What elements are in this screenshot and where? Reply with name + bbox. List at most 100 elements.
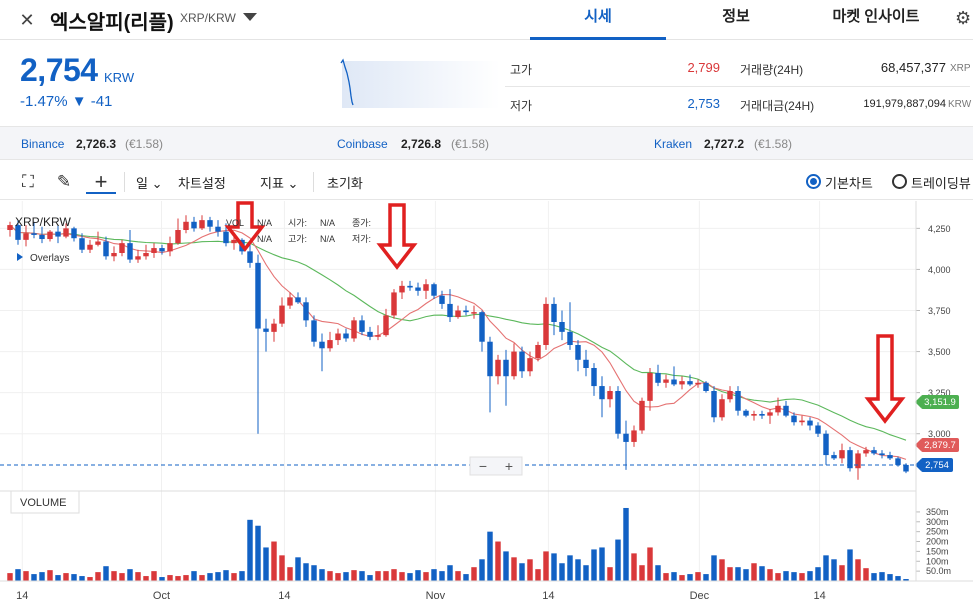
tradingview-radio[interactable]	[892, 174, 907, 189]
volume-bar	[23, 571, 29, 581]
volume-bar	[671, 572, 677, 581]
volume-bar	[111, 571, 117, 581]
volume-bar	[327, 571, 333, 581]
crosshair-icon[interactable]: +	[86, 170, 116, 194]
candle-body	[631, 430, 637, 442]
chart-settings-button[interactable]: 차트설정	[178, 176, 226, 191]
volume-bar	[215, 572, 221, 581]
high-value: 2,799	[687, 60, 720, 75]
candle-body	[711, 391, 717, 418]
volume-bar	[711, 555, 717, 581]
chart-toolbar: ⛶ ✎ + 일 ⌄ 차트설정 지표 ⌄ 초기화 기본차트 트레이딩뷰	[0, 164, 973, 200]
low-value: 2,753	[687, 96, 720, 111]
volume-label: 거래량(24H)	[740, 63, 804, 77]
candle-body	[527, 358, 533, 372]
candle-body	[791, 415, 797, 423]
volume-bar	[103, 566, 109, 581]
moving-averages	[9, 224, 907, 460]
volume-bar	[783, 571, 789, 581]
pencil-icon[interactable]: ✎	[56, 172, 72, 191]
candle-body	[55, 231, 61, 237]
volume-bar	[191, 571, 197, 581]
indicators-button[interactable]: 지표 ⌄	[260, 176, 299, 191]
high-label: 고가	[510, 63, 533, 77]
candle-body	[279, 305, 285, 324]
tab-market-insight[interactable]: 마켓 인사이트	[832, 8, 920, 25]
volume-bar	[567, 555, 573, 581]
volume-bar	[535, 569, 541, 581]
volume-bar	[39, 572, 45, 581]
exchange-name[interactable]: Coinbase	[337, 137, 388, 151]
change-amount: ▼ -41	[71, 93, 113, 110]
legend-low-label: 저가:	[352, 234, 371, 244]
volume-bar	[599, 547, 605, 581]
interval-label: 일	[136, 176, 148, 191]
fullscreen-icon[interactable]: ⛶	[22, 172, 34, 191]
volume-bar	[815, 567, 821, 581]
y-tick-label: 4,000	[928, 265, 951, 275]
zoom-in-button[interactable]: +	[505, 458, 513, 474]
x-tick-label: 14	[16, 590, 28, 602]
candle-body	[639, 400, 645, 431]
candle-body	[783, 405, 789, 416]
volume-bar	[415, 570, 421, 581]
overlays-toggle[interactable]: Overlays	[30, 253, 69, 264]
candle-body	[231, 239, 237, 244]
reset-button[interactable]: 초기화	[327, 176, 363, 191]
basic-chart-label[interactable]: 기본차트	[825, 176, 873, 191]
volume-bar	[391, 569, 397, 581]
volume-bar	[799, 573, 805, 581]
candle-body	[175, 230, 181, 244]
intraday-sparkline	[340, 58, 500, 108]
chevron-down-icon[interactable]	[243, 13, 257, 21]
exchange-name[interactable]: Kraken	[654, 137, 693, 151]
candle-body	[367, 331, 373, 337]
volume-bar	[383, 571, 389, 581]
volume-bar	[319, 569, 325, 581]
legend-open-value: N/A	[320, 218, 335, 228]
volume-bar	[591, 549, 597, 581]
tab-price[interactable]: 시세	[530, 0, 666, 40]
volume-bar	[463, 574, 469, 581]
interval-select[interactable]: 일 ⌄	[136, 176, 163, 191]
volume-bar	[503, 551, 509, 581]
volume-bar	[95, 572, 101, 581]
candle-body	[551, 303, 557, 322]
candle-body	[423, 284, 429, 291]
y-tick-label: 3,500	[928, 347, 951, 357]
volume-bar	[735, 567, 741, 581]
price-chart[interactable]: 4,250 4,000 3,750 3,500 3,250 3,000 350m300m25…	[0, 201, 973, 611]
volume-bar	[759, 566, 765, 581]
candle-body	[223, 231, 229, 244]
volume-bar	[311, 565, 317, 581]
candle-body	[303, 302, 309, 321]
volume-unit: XRP	[950, 63, 971, 74]
candle-body	[823, 433, 829, 456]
candle-body	[455, 310, 461, 318]
volume-legend-box	[10, 490, 80, 514]
market-pair[interactable]: XRP/KRW	[180, 11, 236, 25]
tradingview-label[interactable]: 트레이딩뷰	[911, 176, 971, 191]
candle-body	[703, 382, 709, 391]
candle-body	[655, 372, 661, 383]
volume-bar	[63, 573, 69, 581]
exchange-eur-price: (€1.58)	[451, 137, 490, 151]
volume-bar	[375, 571, 381, 581]
candle-body	[159, 248, 165, 252]
candle-body	[71, 228, 77, 239]
gear-icon[interactable]: ⚙	[955, 8, 972, 28]
candle-body	[247, 251, 253, 263]
candle-body	[319, 341, 325, 349]
candle-body	[559, 322, 565, 332]
tab-info[interactable]: 정보	[722, 8, 750, 25]
candle-body	[95, 241, 101, 245]
exchange-name[interactable]: Binance	[21, 137, 65, 151]
close-icon[interactable]: ✕	[19, 10, 35, 30]
zoom-out-button[interactable]: −	[479, 458, 487, 474]
annotations	[224, 201, 906, 424]
exchange-price: 2,726.8	[401, 137, 442, 151]
volume-bar	[135, 572, 141, 581]
volume-bar	[791, 572, 797, 581]
volume-bar	[199, 575, 205, 581]
basic-chart-radio[interactable]	[806, 174, 821, 189]
